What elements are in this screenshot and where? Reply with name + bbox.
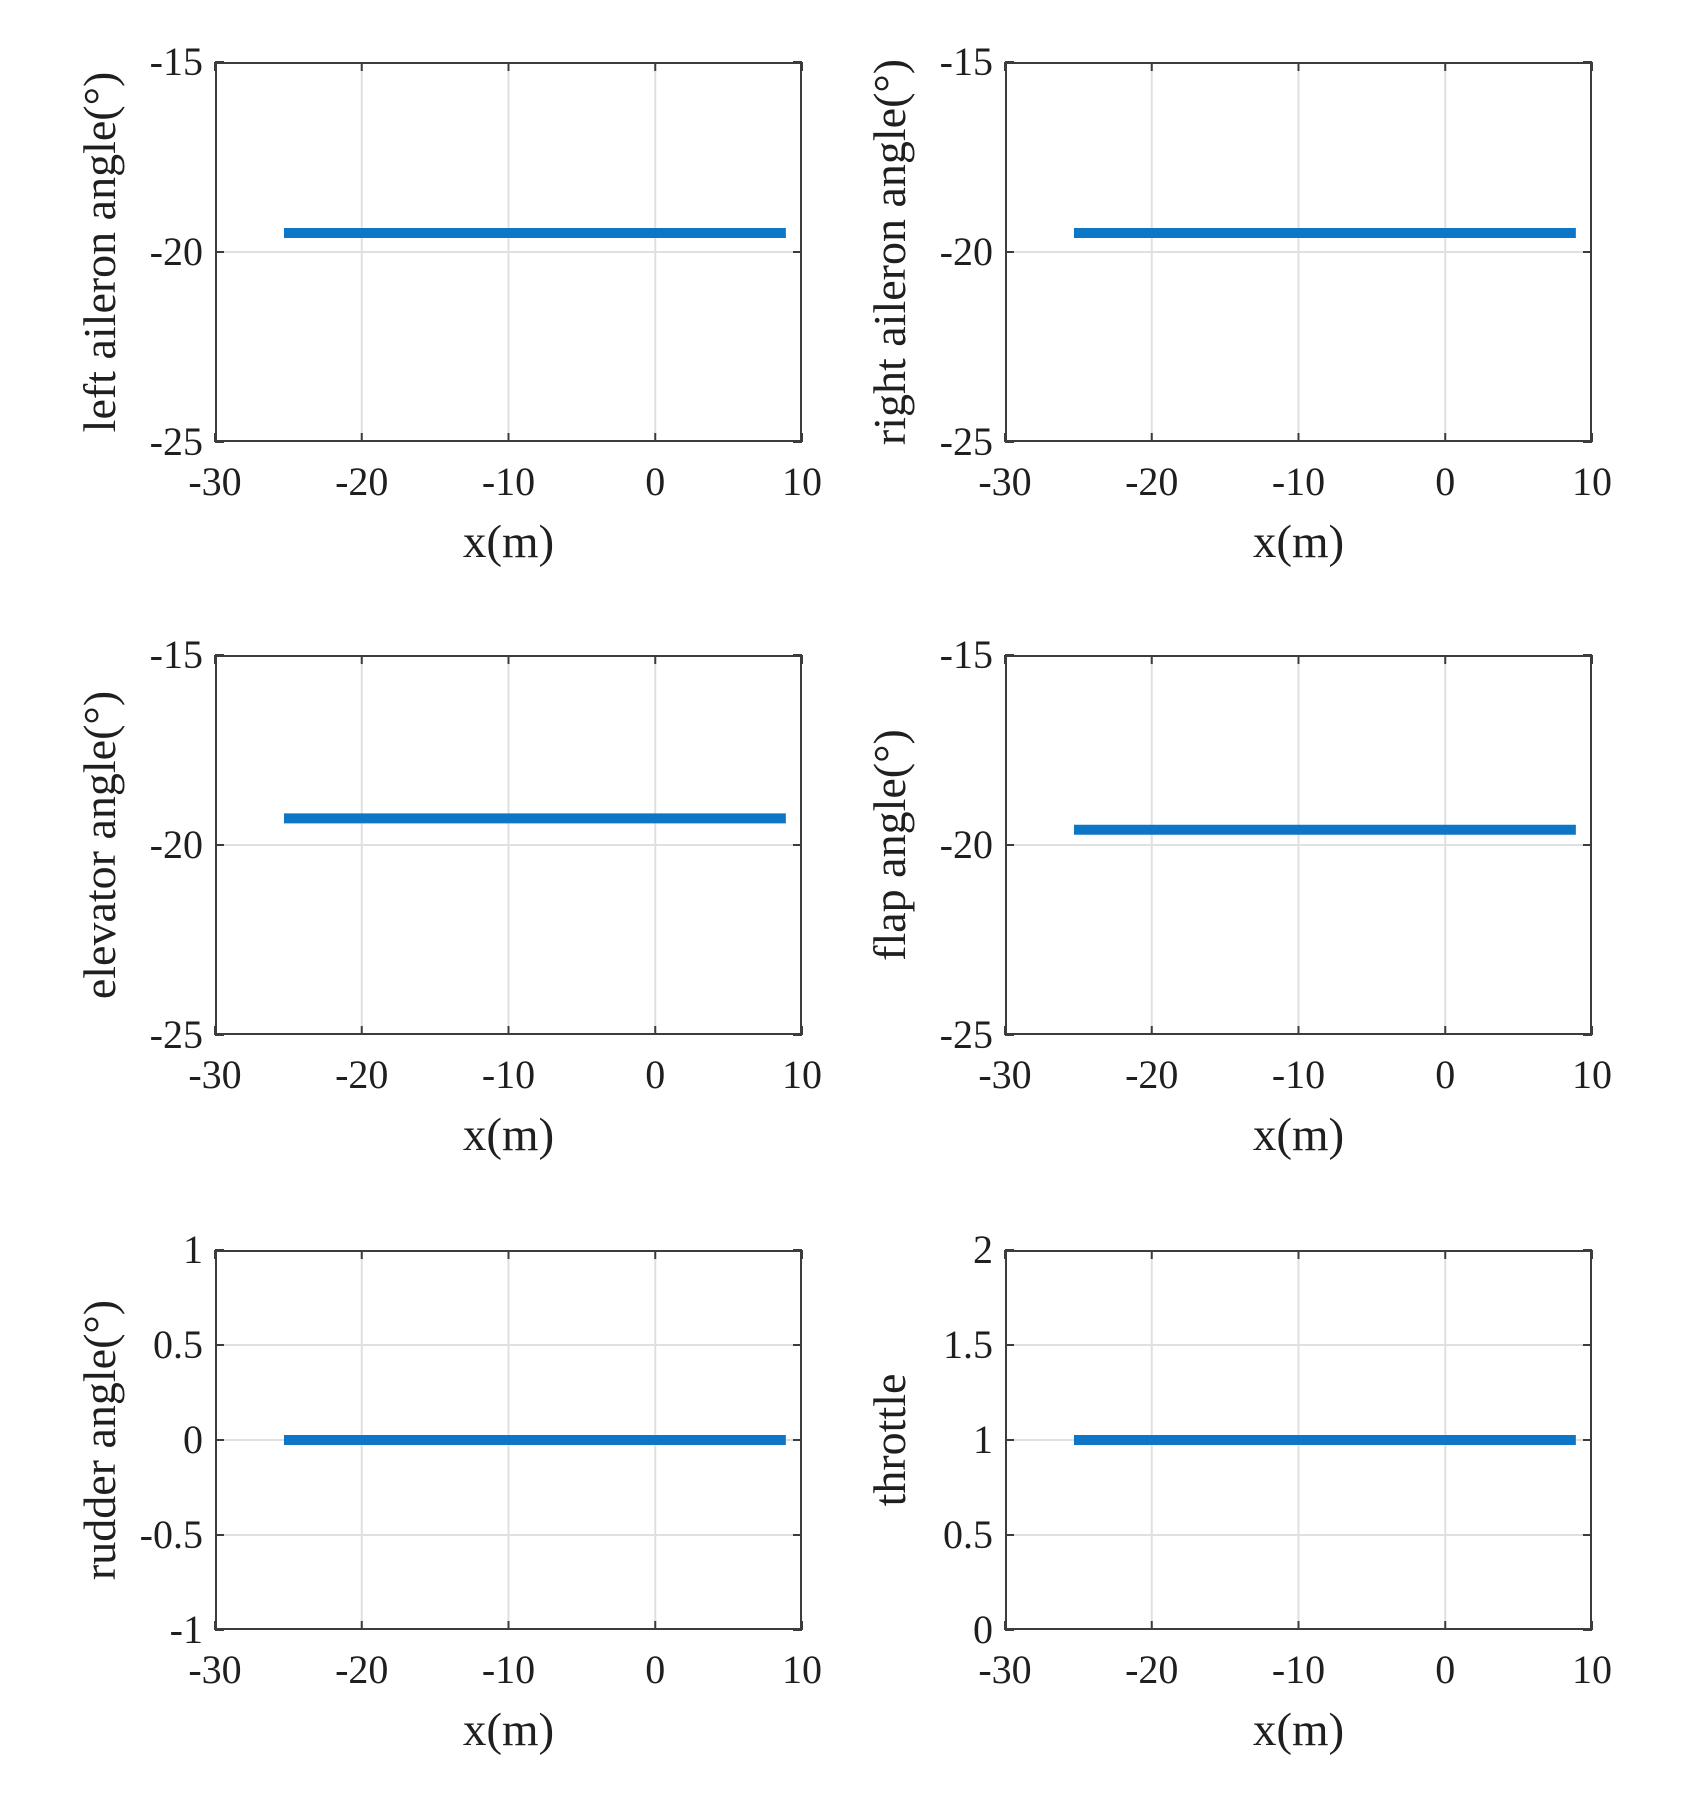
x-tick-label: -10 — [481, 459, 536, 504]
x-tick-label: 10 — [1572, 1647, 1612, 1692]
y-tick-label: -25 — [939, 1012, 993, 1057]
y-axis-label: elevator angle(°) — [74, 690, 125, 1000]
x-tick-label: 0 — [1435, 459, 1456, 504]
axes-box — [215, 62, 802, 442]
x-tick-label: -30 — [978, 1052, 1032, 1097]
y-tick-label: -20 — [939, 229, 993, 274]
x-tick-label: -20 — [1125, 459, 1179, 504]
axes-box — [1005, 1250, 1592, 1630]
x-tick-label: -20 — [1125, 1647, 1179, 1692]
x-tick-label: -30 — [188, 459, 242, 504]
x-tick-label: -10 — [481, 1052, 536, 1097]
plot-area — [1004, 654, 1593, 1036]
subplot-flap: flap angle(°) x(m) -15 -20 -25 -30 -20 -10 0 10 — [864, 632, 1612, 1161]
plot-area — [214, 1249, 803, 1631]
x-tick-label: 0 — [645, 459, 666, 504]
x-tick-label: 10 — [1572, 1052, 1612, 1097]
y-tick-label: -0.5 — [139, 1512, 203, 1557]
x-tick-label: 10 — [782, 1647, 822, 1692]
x-tick-label: -20 — [335, 1052, 389, 1097]
x-axis-label: x(m) — [1252, 1704, 1345, 1756]
x-tick-label: 0 — [645, 1052, 666, 1097]
axes-box — [1005, 62, 1592, 442]
y-tick-label: 1 — [183, 1227, 203, 1272]
plot-area — [1004, 61, 1593, 443]
y-tick-label: 0 — [183, 1417, 203, 1462]
x-tick-label: -30 — [188, 1052, 242, 1097]
x-axis-label: x(m) — [1252, 516, 1345, 568]
y-tick-label: -20 — [149, 229, 203, 274]
y-axis-label: throttle — [864, 1373, 915, 1507]
y-tick-label: -15 — [939, 39, 993, 84]
x-tick-label: -30 — [978, 459, 1032, 504]
plot-area — [214, 61, 803, 443]
y-tick-label: -20 — [939, 822, 993, 867]
x-axis-label: x(m) — [462, 516, 555, 568]
y-tick-label: 0.5 — [153, 1322, 203, 1367]
y-tick-label: -20 — [149, 822, 203, 867]
subplot-throttle: throttle x(m) 2 1.5 1 0.5 0 -30 -20 -10 0 10 — [864, 1227, 1612, 1756]
y-axis-label: flap angle(°) — [864, 729, 915, 961]
x-tick-label: 0 — [1435, 1647, 1456, 1692]
x-tick-label: -10 — [1271, 459, 1326, 504]
x-tick-label: -20 — [1125, 1052, 1179, 1097]
x-axis-label: x(m) — [1252, 1109, 1345, 1161]
y-axis-label: left aileron angle(°) — [74, 71, 125, 433]
plot-area — [214, 654, 803, 1036]
x-axis-label: x(m) — [462, 1109, 555, 1161]
y-tick-label: -25 — [149, 1012, 203, 1057]
subplot-rudder: rudder angle(°) x(m) 1 0.5 0 -0.5 -1 -30 -20 -1… — [74, 1227, 822, 1756]
x-tick-label: 10 — [782, 459, 822, 504]
y-axis-label: right aileron angle(°) — [864, 58, 915, 446]
y-tick-label: 1.5 — [943, 1322, 993, 1367]
x-tick-label: 10 — [782, 1052, 822, 1097]
y-tick-label: -25 — [939, 419, 993, 464]
y-tick-label: 0 — [973, 1607, 993, 1652]
x-tick-label: -20 — [335, 1647, 389, 1692]
subplot-left-aileron: left aileron angle(°) x(m) -15 -20 -25 -30 -… — [74, 39, 822, 568]
y-tick-label: -15 — [149, 632, 203, 677]
x-axis-label: x(m) — [462, 1704, 555, 1756]
x-tick-label: -10 — [1271, 1052, 1326, 1097]
y-tick-label: -25 — [149, 419, 203, 464]
x-tick-label: -30 — [978, 1647, 1032, 1692]
plot-area — [1004, 1249, 1593, 1631]
x-tick-label: -10 — [1271, 1647, 1326, 1692]
subplot-right-aileron: right aileron angle(°) x(m) -15 -20 -25 -30… — [864, 39, 1612, 568]
axes-box — [215, 1250, 802, 1630]
x-tick-label: -20 — [335, 459, 389, 504]
x-tick-label: 0 — [645, 1647, 666, 1692]
subplot-elevator: elevator angle(°) x(m) -15 -20 -25 -30 -20 -1… — [74, 632, 822, 1161]
axes-box — [215, 655, 802, 1035]
y-tick-label: -15 — [149, 39, 203, 84]
y-tick-label: 2 — [973, 1227, 993, 1272]
y-tick-label: 0.5 — [943, 1512, 993, 1557]
x-tick-label: -10 — [481, 1647, 536, 1692]
x-tick-label: -30 — [188, 1647, 242, 1692]
axes-box — [1005, 655, 1592, 1035]
y-tick-label: -1 — [169, 1607, 203, 1652]
y-axis-label: rudder angle(°) — [74, 1299, 125, 1581]
y-tick-label: 1 — [973, 1417, 993, 1462]
x-tick-label: 0 — [1435, 1052, 1456, 1097]
y-tick-label: -15 — [939, 632, 993, 677]
x-tick-label: 10 — [1572, 459, 1612, 504]
